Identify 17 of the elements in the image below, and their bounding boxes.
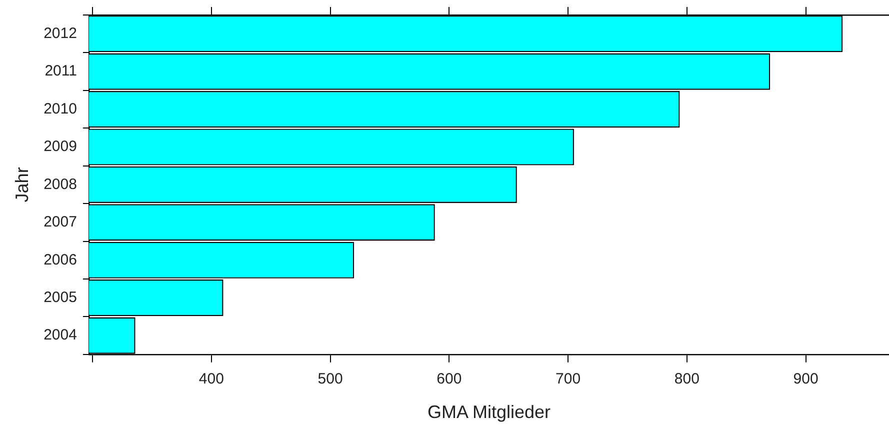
x-tick-label: 700 <box>556 370 581 388</box>
y-axis-title: Jahr <box>12 167 32 202</box>
y-tick-label: 2004 <box>44 326 77 344</box>
x-tick-label: 600 <box>436 370 462 388</box>
y-tick-label: 2012 <box>44 24 77 42</box>
x-axis-title: GMA Mitglieder <box>427 402 551 422</box>
x-tick-label: 800 <box>674 370 700 388</box>
x-tick-label: 500 <box>318 370 343 388</box>
y-tick-label: 2006 <box>44 251 77 268</box>
y-tick-label: 2010 <box>44 100 77 118</box>
x-tick-label: 900 <box>793 370 818 388</box>
y-tick-label: 2011 <box>44 62 77 80</box>
x-tick-label: 400 <box>198 370 224 388</box>
y-tick-label: 2009 <box>44 138 77 156</box>
y-tick-label: 2005 <box>44 288 77 306</box>
y-tick-label: 2007 <box>44 214 77 231</box>
y-tick-label: 2008 <box>44 176 77 193</box>
